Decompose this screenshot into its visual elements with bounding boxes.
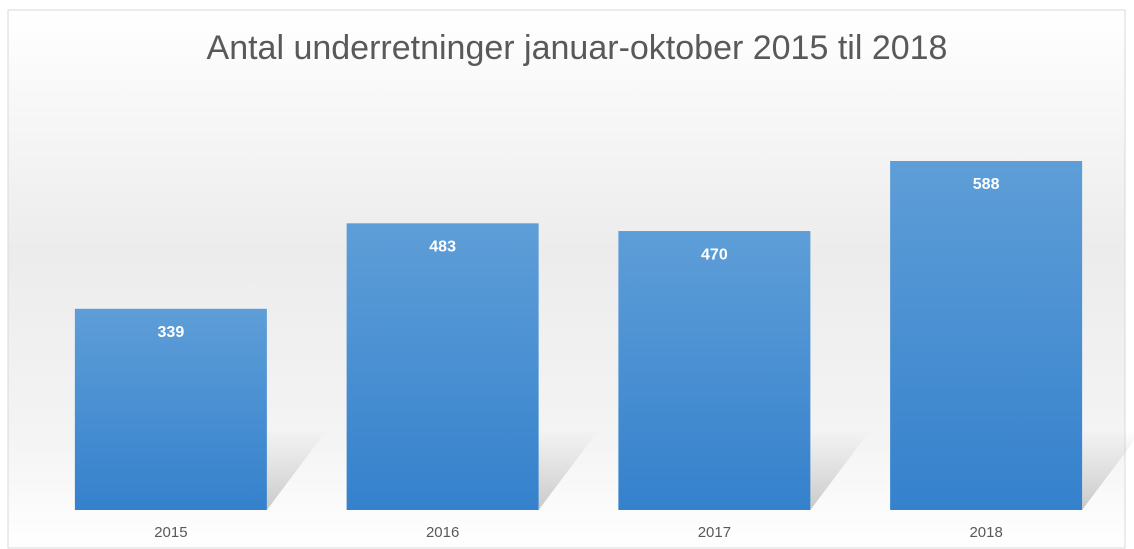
x-tick-label: 2015 — [154, 524, 187, 541]
data-label: 339 — [158, 324, 185, 341]
bar-shadow — [1082, 430, 1134, 510]
x-tick-label: 2018 — [969, 524, 1002, 541]
bar-shadow — [538, 430, 599, 510]
bar-shadow — [810, 430, 871, 510]
chart-title: Antal underretninger januar-oktober 2015… — [207, 29, 948, 67]
bar — [618, 231, 811, 510]
bar — [346, 223, 539, 511]
bar — [890, 161, 1083, 510]
data-label: 483 — [429, 239, 456, 256]
bar — [74, 308, 267, 510]
data-label: 588 — [973, 176, 1000, 193]
data-label: 470 — [701, 246, 728, 263]
bar-shadow — [266, 430, 327, 510]
x-tick-label: 2017 — [698, 524, 731, 541]
x-tick-label: 2016 — [426, 524, 459, 541]
